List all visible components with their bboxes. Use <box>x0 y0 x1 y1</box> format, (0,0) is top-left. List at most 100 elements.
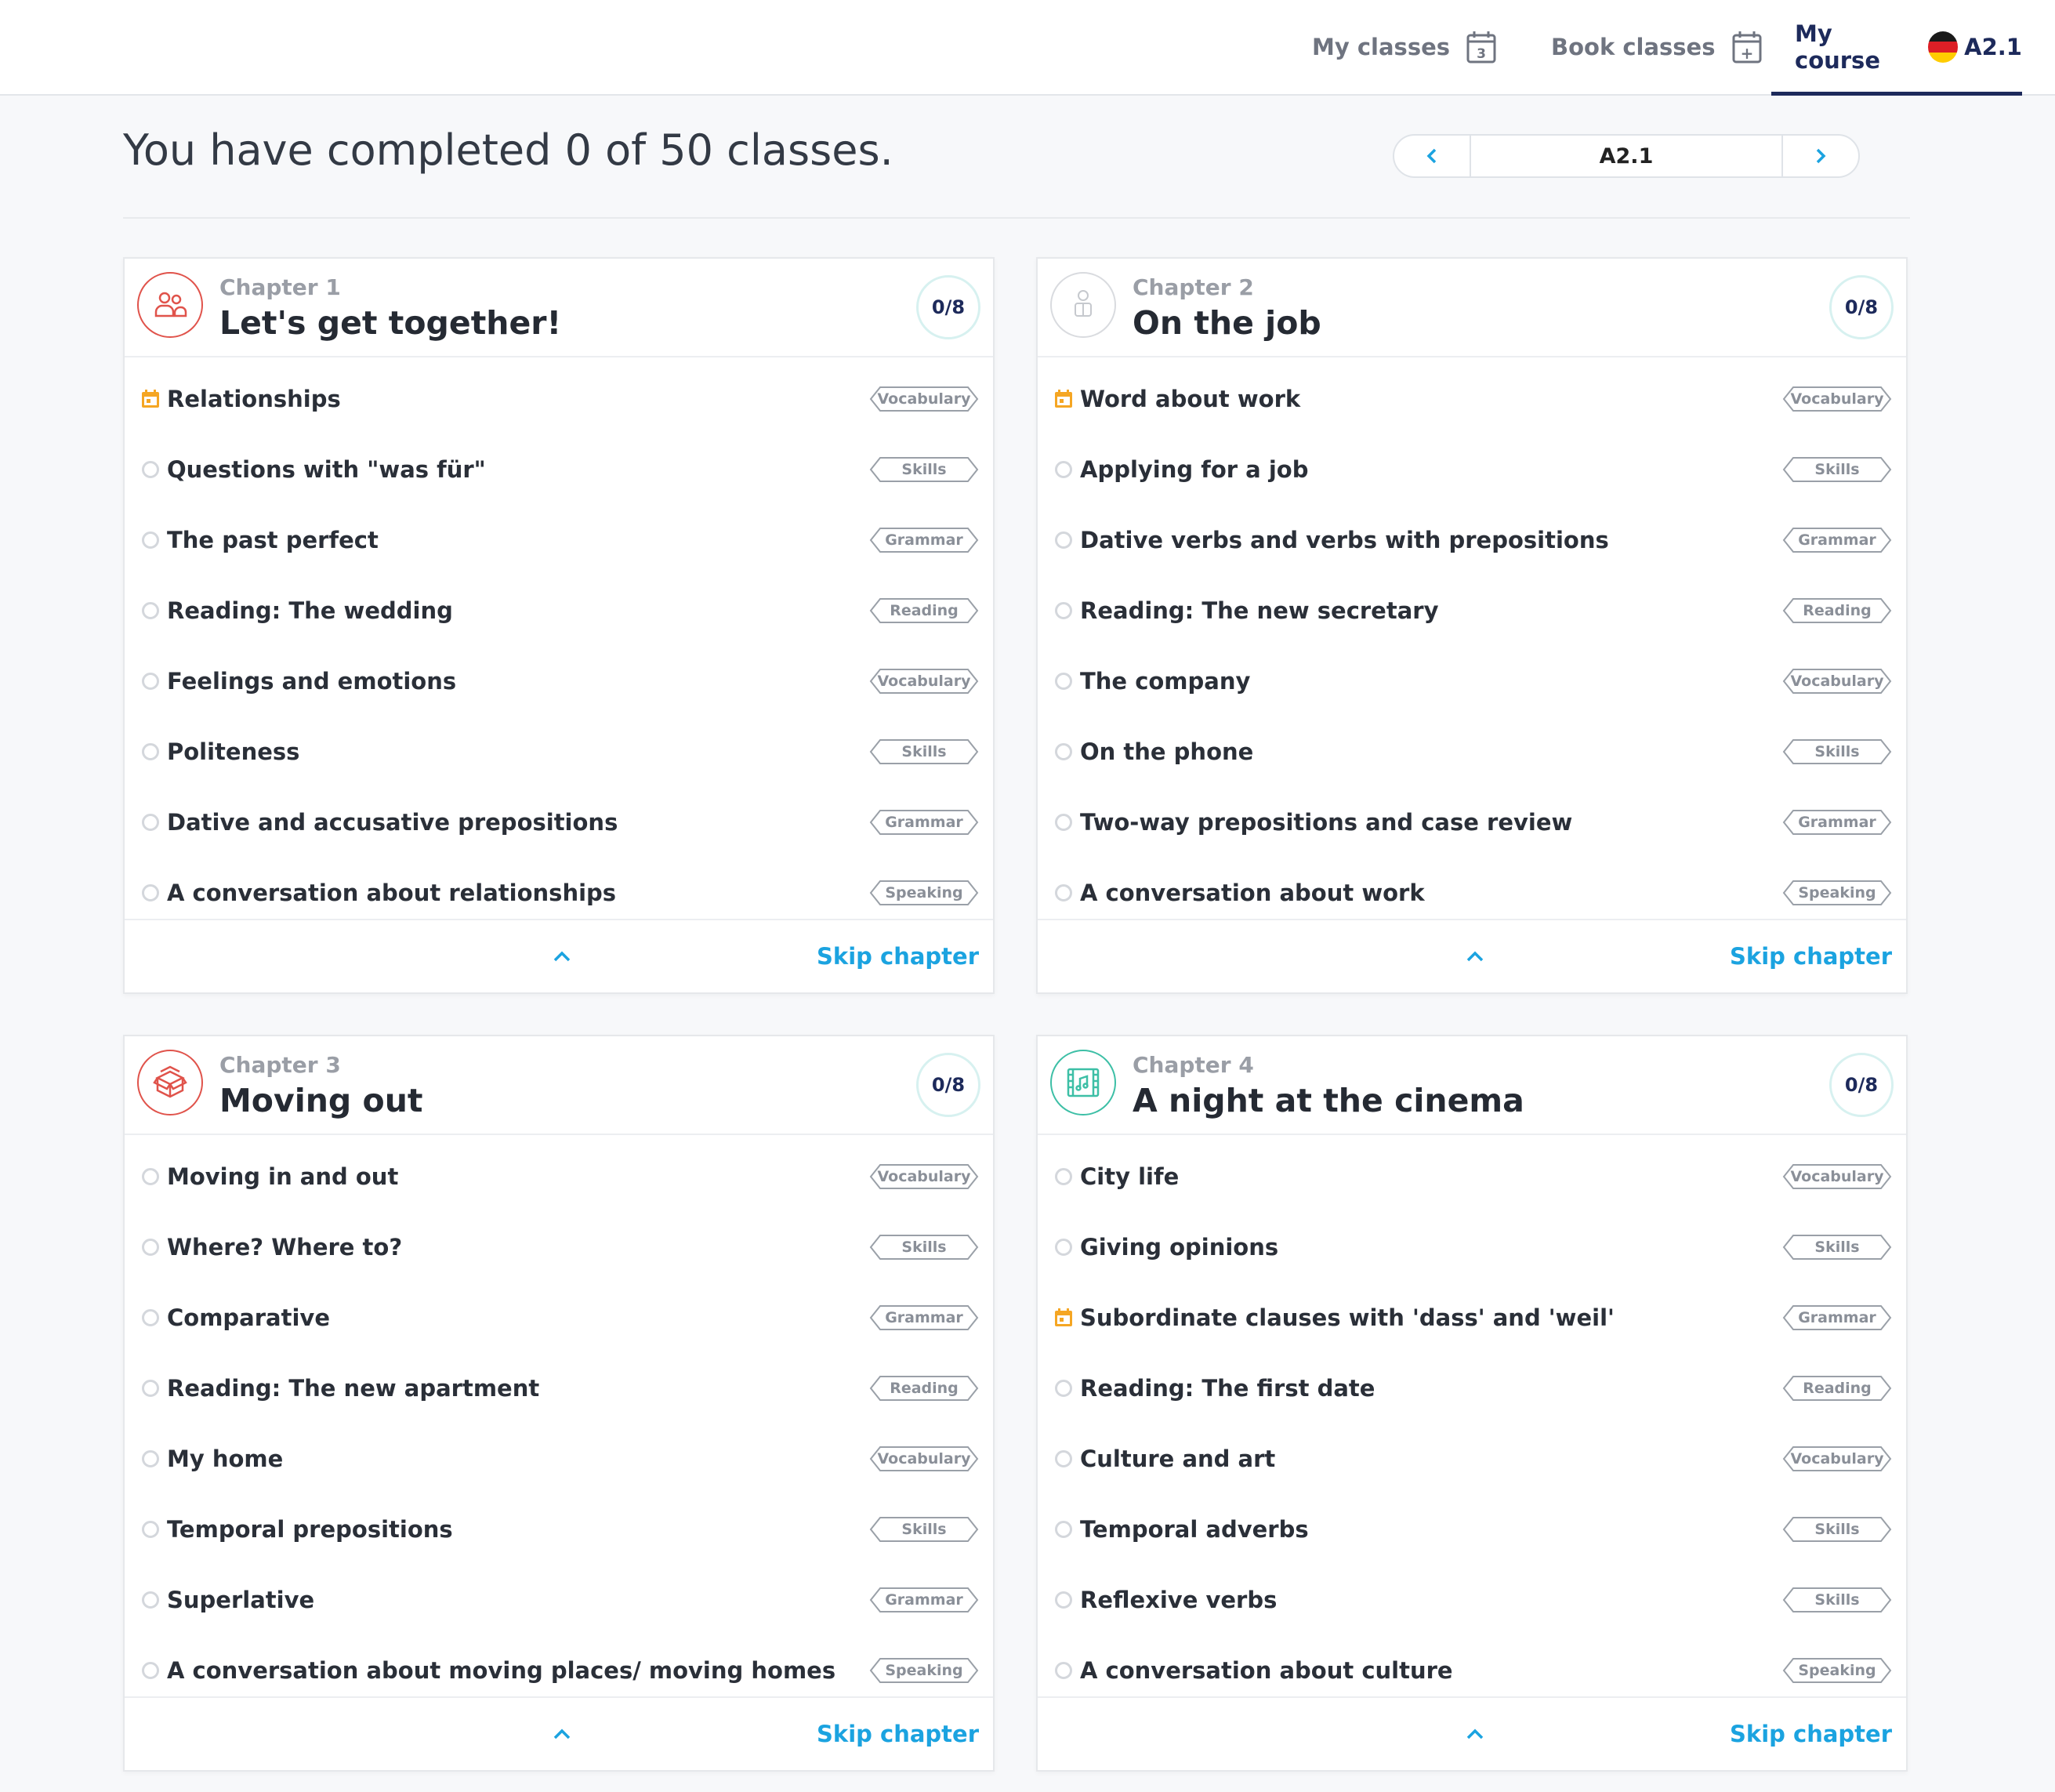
incomplete-circle-icon <box>1055 1450 1072 1467</box>
lesson-title: Two-way prepositions and case review <box>1080 809 1573 836</box>
lesson-title: Reading: The wedding <box>167 597 453 624</box>
previous-level-button[interactable] <box>1394 136 1471 176</box>
lesson-title: Feelings and emotions <box>167 668 457 695</box>
lesson-tag: Skills <box>869 738 979 765</box>
next-level-button[interactable] <box>1781 136 1858 176</box>
tag-shape <box>869 1658 979 1683</box>
lesson-tag-label: Grammar <box>1798 531 1876 549</box>
nav-my-course[interactable]: My course A2.1 <box>1771 0 2022 96</box>
chapter-header[interactable]: Chapter 4 A night at the cinema 0/8 <box>1038 1036 1906 1135</box>
lesson-title: Culture and art <box>1080 1446 1276 1472</box>
lesson-row[interactable]: Reflexive verbs Skills <box>1038 1565 1906 1635</box>
lesson-row[interactable]: A conversation about work Speaking <box>1038 858 1906 928</box>
tag-shape <box>869 1446 979 1471</box>
chevron-up-icon[interactable] <box>548 1720 576 1748</box>
lesson-row[interactable]: Dative and accusative prepositions Gramma… <box>125 787 993 858</box>
lesson-row[interactable]: The past perfect Grammar <box>125 505 993 575</box>
tag-shape <box>1782 1376 1892 1401</box>
chapter-footer: Skip chapter <box>125 919 993 992</box>
skip-chapter-button[interactable]: Skip chapter <box>1730 1721 1892 1747</box>
lesson-row[interactable]: Reading: The new secretary Reading <box>1038 575 1906 646</box>
lesson-tag-label: Vocabulary <box>877 673 971 690</box>
chapter-progress: 0/8 <box>916 275 980 339</box>
lesson-row[interactable]: A conversation about moving places/ movi… <box>125 1635 993 1706</box>
chapter-number: Chapter 4 <box>1133 1052 1254 1078</box>
lesson-tag: Skills <box>869 1234 979 1261</box>
lesson-row[interactable]: Reading: The wedding Reading <box>125 575 993 646</box>
chapter-header[interactable]: Chapter 3 Moving out 0/8 <box>125 1036 993 1135</box>
lesson-row[interactable]: Culture and art Vocabulary <box>1038 1424 1906 1494</box>
lesson-row[interactable]: Temporal prepositions Skills <box>125 1494 993 1565</box>
lesson-row[interactable]: Applying for a job Skills <box>1038 434 1906 505</box>
lesson-tag: Reading <box>1782 597 1892 624</box>
lesson-row[interactable]: Giving opinions Skills <box>1038 1212 1906 1282</box>
lesson-tag: Skills <box>869 456 979 483</box>
lesson-row[interactable]: Feelings and emotions Vocabulary <box>125 646 993 716</box>
lesson-title: A conversation about moving places/ movi… <box>167 1657 836 1684</box>
lesson-row[interactable]: Questions with "was für" Skills <box>125 434 993 505</box>
lesson-title: Dative verbs and verbs with prepositions <box>1080 527 1609 553</box>
lesson-tag-label: Grammar <box>1798 814 1876 831</box>
lesson-row[interactable]: My home Vocabulary <box>125 1424 993 1494</box>
calendar-plus-icon: + <box>1732 31 1761 63</box>
chevron-right-icon <box>1816 148 1826 164</box>
lesson-row[interactable]: Dative verbs and verbs with prepositions… <box>1038 505 1906 575</box>
nav-book-classes[interactable]: Book classes + <box>1551 0 1763 94</box>
skip-chapter-button[interactable]: Skip chapter <box>1730 943 1892 970</box>
lesson-row[interactable]: City life Vocabulary <box>1038 1141 1906 1212</box>
lesson-row[interactable]: A conversation about culture Speaking <box>1038 1635 1906 1706</box>
lesson-tag: Speaking <box>869 880 979 906</box>
chapter-card-1: Chapter 1 Let's get together! 0/8 Relati… <box>123 257 995 994</box>
lesson-title: A conversation about culture <box>1080 1657 1453 1684</box>
lesson-row[interactable]: Two-way prepositions and case review Gram… <box>1038 787 1906 858</box>
lesson-title: Giving opinions <box>1080 1234 1279 1261</box>
incomplete-circle-icon <box>1055 1521 1072 1538</box>
tag-shape <box>869 1235 979 1260</box>
lesson-row[interactable]: Comparative Grammar <box>125 1282 993 1353</box>
lesson-title: The past perfect <box>167 527 379 553</box>
chevron-up-icon[interactable] <box>1461 1720 1489 1748</box>
incomplete-circle-icon <box>142 743 159 760</box>
lesson-row[interactable]: Reading: The new apartment Reading <box>125 1353 993 1424</box>
tag-shape <box>869 457 979 482</box>
chapter-progress: 0/8 <box>1829 1053 1894 1117</box>
lesson-tag: Skills <box>1782 456 1892 483</box>
lesson-tag: Reading <box>869 1375 979 1402</box>
tag-shape <box>1782 528 1892 553</box>
chevron-up-icon[interactable] <box>1461 942 1489 970</box>
tag-shape <box>1782 810 1892 835</box>
lesson-title: A conversation about relationships <box>167 880 617 906</box>
lesson-title: Questions with "was für" <box>167 456 486 483</box>
skip-chapter-button[interactable]: Skip chapter <box>817 943 979 970</box>
chevron-up-icon[interactable] <box>548 942 576 970</box>
lesson-tag-label: Skills <box>901 743 947 760</box>
lesson-row[interactable]: Moving in and out Vocabulary <box>125 1141 993 1212</box>
tag-shape <box>1782 1587 1892 1612</box>
lesson-status <box>140 1590 161 1610</box>
lesson-tag: Grammar <box>1782 1304 1892 1331</box>
lesson-row[interactable]: Politeness Skills <box>125 716 993 787</box>
skip-chapter-button[interactable]: Skip chapter <box>817 1721 979 1747</box>
tag-shape <box>1782 457 1892 482</box>
lesson-row[interactable]: A conversation about relationships Speaki… <box>125 858 993 928</box>
lesson-row[interactable]: Relationships Vocabulary <box>125 364 993 434</box>
lesson-status <box>1053 530 1074 550</box>
nav-my-classes[interactable]: My classes 3 <box>1312 0 1497 94</box>
chapter-header[interactable]: Chapter 2 On the job 0/8 <box>1038 259 1906 357</box>
lesson-row[interactable]: Where? Where to? Skills <box>125 1212 993 1282</box>
scheduled-calendar-icon <box>142 390 159 408</box>
chapter-header[interactable]: Chapter 1 Let's get together! 0/8 <box>125 259 993 357</box>
lesson-row[interactable]: Superlative Grammar <box>125 1565 993 1635</box>
lesson-tag: Grammar <box>869 809 979 836</box>
incomplete-circle-icon <box>1055 884 1072 901</box>
lesson-tag-label: Skills <box>901 1521 947 1538</box>
lesson-row[interactable]: Word about work Vocabulary <box>1038 364 1906 434</box>
incomplete-circle-icon <box>142 531 159 549</box>
lesson-row[interactable]: Subordinate clauses with 'dass' and 'wei… <box>1038 1282 1906 1353</box>
lesson-row[interactable]: Reading: The first date Reading <box>1038 1353 1906 1424</box>
lesson-row[interactable]: The company Vocabulary <box>1038 646 1906 716</box>
incomplete-circle-icon <box>1055 1591 1072 1609</box>
lesson-row[interactable]: Temporal adverbs Skills <box>1038 1494 1906 1565</box>
lesson-status <box>140 1449 161 1469</box>
lesson-row[interactable]: On the phone Skills <box>1038 716 1906 787</box>
